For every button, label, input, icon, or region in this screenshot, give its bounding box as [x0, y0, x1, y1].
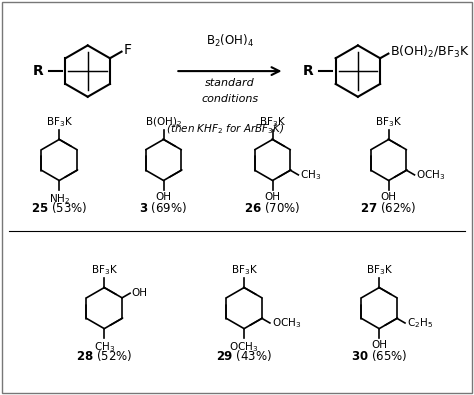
- Text: BF$_3$K: BF$_3$K: [91, 263, 118, 277]
- Text: OH: OH: [381, 192, 397, 202]
- Text: B(OH)$_2$/BF$_3$K: B(OH)$_2$/BF$_3$K: [390, 44, 470, 60]
- Text: OH: OH: [132, 288, 148, 298]
- Text: OCH$_3$: OCH$_3$: [416, 168, 446, 182]
- Text: OH: OH: [264, 192, 281, 202]
- Text: $\mathbf{30}$ (65%): $\mathbf{30}$ (65%): [351, 348, 407, 363]
- Text: B$_2$(OH)$_4$: B$_2$(OH)$_4$: [206, 33, 254, 49]
- Text: standard: standard: [205, 78, 255, 88]
- Text: BF$_3$K: BF$_3$K: [375, 115, 402, 129]
- Text: R: R: [303, 64, 314, 78]
- Text: BF$_3$K: BF$_3$K: [46, 115, 73, 129]
- Text: R: R: [33, 64, 44, 78]
- Text: BF$_3$K: BF$_3$K: [365, 263, 393, 277]
- Text: $\mathbf{26}$ (70%): $\mathbf{26}$ (70%): [245, 200, 301, 215]
- Text: OH: OH: [371, 340, 387, 350]
- Text: C$_2$H$_5$: C$_2$H$_5$: [407, 316, 433, 330]
- Text: $\mathbf{25}$ (53%): $\mathbf{25}$ (53%): [31, 200, 87, 215]
- Text: B(OH)$_2$: B(OH)$_2$: [145, 116, 182, 129]
- Text: $\mathbf{27}$ (62%): $\mathbf{27}$ (62%): [361, 200, 417, 215]
- Text: CH$_3$: CH$_3$: [300, 168, 321, 182]
- Text: NH$_2$: NH$_2$: [49, 192, 70, 206]
- Text: (then KHF$_2$ for ArBF$_3$K): (then KHF$_2$ for ArBF$_3$K): [166, 122, 284, 136]
- Text: OCH$_3$: OCH$_3$: [229, 340, 259, 354]
- Text: $\mathbf{3}$ (69%): $\mathbf{3}$ (69%): [139, 200, 188, 215]
- Text: BF$_3$K: BF$_3$K: [259, 115, 286, 129]
- Text: OCH$_3$: OCH$_3$: [272, 316, 301, 330]
- Text: F: F: [124, 43, 132, 57]
- Text: CH$_3$: CH$_3$: [94, 340, 115, 354]
- Text: $\mathbf{29}$ (43%): $\mathbf{29}$ (43%): [216, 348, 272, 363]
- Text: BF$_3$K: BF$_3$K: [230, 263, 258, 277]
- Text: OH: OH: [155, 192, 172, 202]
- Text: $\mathbf{28}$ (52%): $\mathbf{28}$ (52%): [76, 348, 132, 363]
- Text: conditions: conditions: [201, 94, 258, 104]
